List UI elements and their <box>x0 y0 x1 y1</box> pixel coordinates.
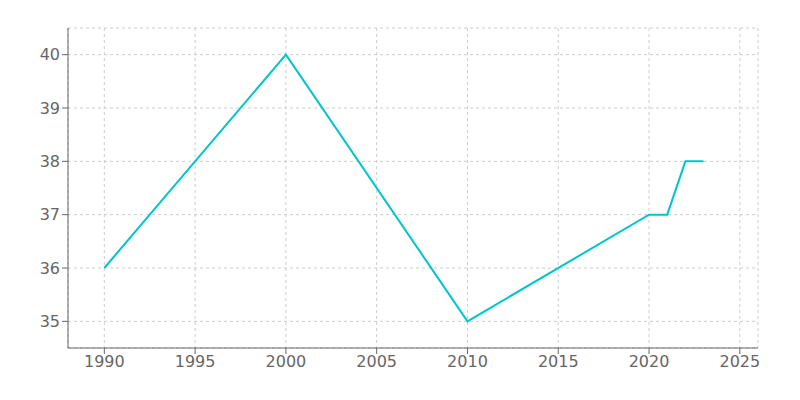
svg-text:37: 37 <box>40 205 60 224</box>
svg-text:1990: 1990 <box>84 352 125 371</box>
svg-text:1995: 1995 <box>175 352 216 371</box>
svg-text:2020: 2020 <box>629 352 670 371</box>
svg-text:40: 40 <box>40 45 60 64</box>
svg-text:38: 38 <box>40 152 60 171</box>
svg-text:2015: 2015 <box>538 352 579 371</box>
svg-text:2025: 2025 <box>719 352 760 371</box>
svg-text:36: 36 <box>40 259 60 278</box>
svg-text:2005: 2005 <box>356 352 397 371</box>
svg-text:35: 35 <box>40 312 60 331</box>
svg-text:2000: 2000 <box>266 352 307 371</box>
svg-text:39: 39 <box>40 99 60 118</box>
svg-text:2010: 2010 <box>447 352 488 371</box>
